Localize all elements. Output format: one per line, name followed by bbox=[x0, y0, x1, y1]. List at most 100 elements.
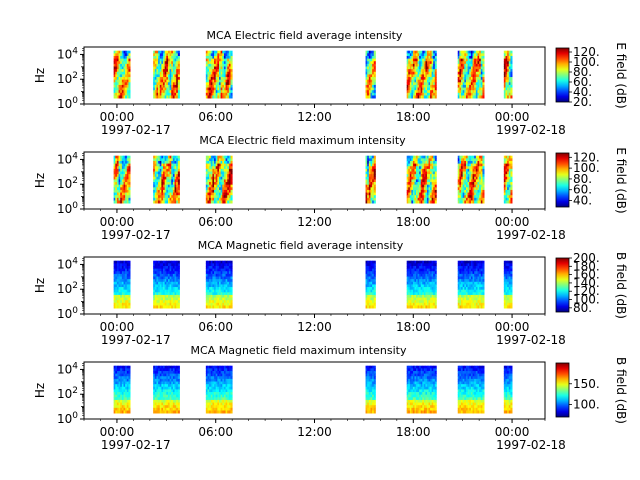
spectrogram-cell bbox=[153, 82, 156, 86]
spectrogram-cell bbox=[411, 187, 414, 191]
spectrogram-cell bbox=[469, 294, 472, 298]
spectrogram-cell bbox=[472, 84, 475, 88]
spectrogram-cell bbox=[459, 71, 462, 75]
spectrogram-cell bbox=[210, 58, 213, 62]
spectrogram-cell bbox=[123, 297, 126, 301]
spectrogram-cell bbox=[465, 182, 469, 186]
spectrogram-cell bbox=[228, 50, 231, 54]
spectrogram-cell bbox=[434, 265, 437, 269]
spectrogram-cell bbox=[118, 197, 121, 201]
spectrogram-cell bbox=[409, 189, 412, 193]
spectrogram-cell bbox=[207, 276, 210, 280]
spectrogram-cell bbox=[470, 268, 473, 272]
spectrogram-cell bbox=[417, 168, 420, 172]
spectrogram-cell bbox=[367, 77, 370, 81]
spectrogram-cell bbox=[128, 297, 131, 301]
spectrogram-cell bbox=[177, 297, 180, 301]
spectrogram-cell bbox=[505, 66, 508, 70]
spectrogram-cell bbox=[169, 174, 172, 178]
spectrogram-cell bbox=[163, 292, 166, 296]
spectrogram-cell bbox=[430, 297, 433, 301]
spectrogram-cell bbox=[209, 265, 212, 269]
spectrogram-cell bbox=[163, 287, 166, 291]
spectrogram-cell bbox=[156, 71, 159, 75]
spectrogram-cell bbox=[430, 284, 433, 288]
spectrogram-cell bbox=[409, 53, 412, 57]
spectrogram-cell bbox=[222, 195, 225, 199]
spectrogram-cell bbox=[177, 192, 180, 196]
spectrogram-cell bbox=[219, 87, 222, 91]
spectrogram-cell bbox=[477, 163, 480, 167]
spectrogram-cell bbox=[508, 87, 511, 91]
spectrogram-cell bbox=[219, 71, 222, 75]
spectrogram-cell bbox=[225, 200, 228, 204]
spectrogram-cell bbox=[163, 95, 166, 99]
spectrogram-cell bbox=[209, 77, 212, 81]
spectrogram-cell bbox=[225, 50, 228, 54]
spectrogram-cell bbox=[125, 179, 128, 183]
spectrogram-cell bbox=[412, 166, 415, 170]
spectrogram-cell bbox=[434, 287, 437, 291]
spectrogram-cell bbox=[128, 182, 131, 186]
spectrogram-cell bbox=[417, 289, 420, 293]
spectrogram-cell bbox=[222, 265, 225, 269]
spectrogram-cell bbox=[207, 197, 210, 201]
spectrogram-cell bbox=[367, 279, 370, 283]
spectrogram-cell bbox=[172, 302, 175, 306]
spectrogram-cell bbox=[422, 260, 425, 264]
spectrogram-cell bbox=[480, 171, 483, 175]
spectrogram-cell bbox=[465, 77, 469, 81]
spectrogram-cell bbox=[205, 166, 208, 170]
spectrogram-cell bbox=[409, 273, 412, 277]
spectrogram-cell bbox=[477, 187, 480, 191]
spectrogram-cell bbox=[164, 168, 167, 172]
spectrogram-cell bbox=[121, 53, 124, 57]
spectrogram-cell bbox=[370, 163, 373, 167]
spectrogram-cell bbox=[161, 200, 164, 204]
spectrogram-cell bbox=[123, 195, 126, 199]
spectrogram-cell bbox=[457, 260, 460, 264]
spectrogram-cell bbox=[408, 279, 411, 283]
spectrogram-cell bbox=[367, 61, 370, 65]
spectrogram-cell bbox=[422, 305, 425, 309]
spectrogram-cell bbox=[474, 53, 477, 57]
spectrogram-cell bbox=[368, 90, 371, 94]
spectrogram-cell bbox=[507, 281, 510, 285]
spectrogram-cell bbox=[120, 90, 123, 94]
spectrogram-cell bbox=[461, 197, 464, 201]
spectrogram-cell bbox=[431, 284, 434, 288]
spectrogram-cell bbox=[480, 50, 483, 54]
spectrogram-cell bbox=[430, 184, 433, 188]
spectrogram-cell bbox=[214, 171, 217, 175]
spectrogram-cell bbox=[420, 182, 423, 186]
spectrogram-cell bbox=[434, 82, 437, 86]
spectrogram-cell bbox=[156, 79, 159, 83]
spectrogram-cell bbox=[505, 174, 508, 178]
spectrogram-cell bbox=[120, 53, 123, 57]
spectrogram-cell bbox=[419, 163, 422, 167]
spectrogram-cell bbox=[222, 92, 225, 96]
spectrogram-cell bbox=[472, 192, 475, 196]
spectrogram-cell bbox=[475, 197, 478, 201]
spectrogram-cell bbox=[482, 279, 485, 283]
spectrogram-cell bbox=[215, 90, 218, 94]
spectrogram-cell bbox=[417, 166, 420, 170]
spectrogram-cell bbox=[469, 63, 472, 67]
spectrogram-cell bbox=[464, 268, 467, 272]
spectrogram-cell bbox=[425, 69, 428, 73]
spectrogram-cell bbox=[123, 163, 126, 167]
spectrogram-cell bbox=[171, 297, 174, 301]
spectrogram-cell bbox=[467, 305, 470, 309]
spectrogram-cell bbox=[470, 166, 473, 170]
spectrogram-cell bbox=[423, 197, 426, 201]
spectrogram-cell bbox=[428, 69, 431, 73]
spectrogram-cell bbox=[479, 160, 482, 164]
spectrogram-cell bbox=[505, 87, 508, 91]
spectrogram-cell bbox=[469, 187, 472, 191]
spectrogram-cell bbox=[172, 265, 175, 269]
spectrogram-cell bbox=[477, 53, 480, 57]
spectrogram-cell bbox=[367, 265, 370, 269]
spectrogram-cell bbox=[207, 66, 210, 70]
spectrogram-cell bbox=[367, 287, 370, 291]
spectrogram-cell bbox=[128, 160, 131, 164]
